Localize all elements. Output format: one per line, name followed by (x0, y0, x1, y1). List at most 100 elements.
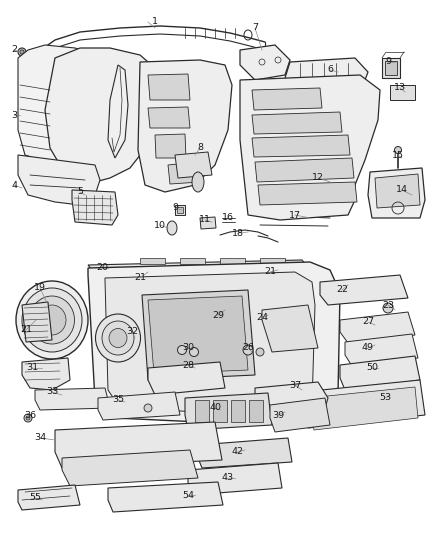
Text: 10: 10 (154, 221, 166, 230)
Ellipse shape (190, 348, 198, 357)
Text: 18: 18 (232, 229, 244, 238)
Polygon shape (22, 358, 70, 390)
Polygon shape (252, 88, 322, 110)
Polygon shape (382, 58, 400, 78)
Ellipse shape (22, 288, 82, 352)
Polygon shape (308, 387, 418, 430)
Ellipse shape (395, 147, 402, 154)
Polygon shape (62, 450, 198, 486)
Text: 1: 1 (152, 18, 158, 27)
Polygon shape (88, 262, 340, 422)
Polygon shape (35, 388, 110, 410)
Polygon shape (148, 296, 248, 374)
Text: 36: 36 (24, 410, 36, 419)
Text: 35: 35 (112, 395, 124, 405)
Text: 24: 24 (256, 313, 268, 322)
Text: 55: 55 (29, 494, 41, 503)
Polygon shape (175, 205, 185, 215)
Text: 21: 21 (20, 326, 32, 335)
Polygon shape (240, 75, 380, 220)
Polygon shape (195, 400, 209, 422)
Ellipse shape (24, 414, 32, 422)
Polygon shape (258, 182, 357, 205)
Ellipse shape (16, 281, 88, 359)
Polygon shape (268, 263, 316, 283)
Polygon shape (302, 380, 425, 428)
Polygon shape (142, 290, 255, 380)
Polygon shape (270, 398, 330, 432)
Polygon shape (88, 260, 312, 277)
Polygon shape (320, 275, 408, 305)
Text: 21: 21 (264, 268, 276, 277)
Text: 30: 30 (182, 343, 194, 352)
Polygon shape (390, 85, 415, 100)
Polygon shape (368, 168, 425, 218)
Polygon shape (185, 393, 272, 430)
Polygon shape (260, 258, 285, 264)
Text: 28: 28 (182, 360, 194, 369)
Text: 29: 29 (212, 311, 224, 319)
Text: 43: 43 (222, 473, 234, 482)
Ellipse shape (26, 416, 30, 420)
Ellipse shape (95, 314, 141, 362)
Polygon shape (375, 174, 420, 208)
Text: 50: 50 (366, 364, 378, 373)
Text: 39: 39 (272, 410, 284, 419)
Ellipse shape (20, 50, 24, 54)
Text: 53: 53 (379, 393, 391, 402)
Text: 23: 23 (382, 301, 394, 310)
Text: 37: 37 (289, 381, 301, 390)
Ellipse shape (192, 172, 204, 192)
Polygon shape (140, 258, 165, 264)
Text: 12: 12 (312, 174, 324, 182)
Polygon shape (262, 305, 318, 352)
Text: 4: 4 (11, 181, 17, 190)
Ellipse shape (18, 48, 26, 56)
Text: 32: 32 (126, 327, 138, 336)
Polygon shape (45, 48, 160, 182)
Text: 11: 11 (199, 215, 211, 224)
Ellipse shape (243, 345, 253, 355)
Polygon shape (138, 60, 232, 192)
Text: 7: 7 (252, 23, 258, 33)
Text: 13: 13 (394, 84, 406, 93)
Text: 19: 19 (34, 284, 46, 293)
Polygon shape (240, 45, 290, 80)
Polygon shape (105, 272, 315, 412)
Polygon shape (340, 312, 415, 343)
Polygon shape (180, 258, 205, 264)
Text: 21: 21 (134, 273, 146, 282)
Text: 8: 8 (197, 143, 203, 152)
Text: 42: 42 (232, 448, 244, 456)
Text: 33: 33 (46, 387, 58, 397)
Text: 17: 17 (289, 211, 301, 220)
Polygon shape (148, 107, 190, 128)
Polygon shape (155, 134, 186, 158)
Text: 27: 27 (362, 318, 374, 327)
Text: 2: 2 (11, 45, 17, 54)
Text: 31: 31 (26, 364, 38, 373)
Text: 26: 26 (242, 343, 254, 352)
Polygon shape (255, 382, 328, 422)
Polygon shape (200, 217, 216, 229)
Polygon shape (252, 112, 342, 134)
Ellipse shape (256, 348, 264, 356)
Polygon shape (175, 152, 212, 178)
Text: 22: 22 (336, 286, 348, 295)
Ellipse shape (383, 303, 393, 313)
Text: 20: 20 (96, 263, 108, 272)
Polygon shape (18, 155, 100, 205)
Polygon shape (231, 400, 245, 422)
Text: 3: 3 (11, 110, 17, 119)
Polygon shape (72, 190, 118, 225)
Polygon shape (18, 485, 80, 510)
Text: 6: 6 (327, 66, 333, 75)
Polygon shape (18, 45, 120, 165)
Polygon shape (340, 356, 420, 390)
Polygon shape (98, 392, 180, 420)
Polygon shape (249, 400, 263, 422)
Text: 5: 5 (77, 188, 83, 197)
Polygon shape (22, 302, 52, 342)
Polygon shape (385, 61, 397, 75)
Text: 9: 9 (385, 58, 391, 67)
